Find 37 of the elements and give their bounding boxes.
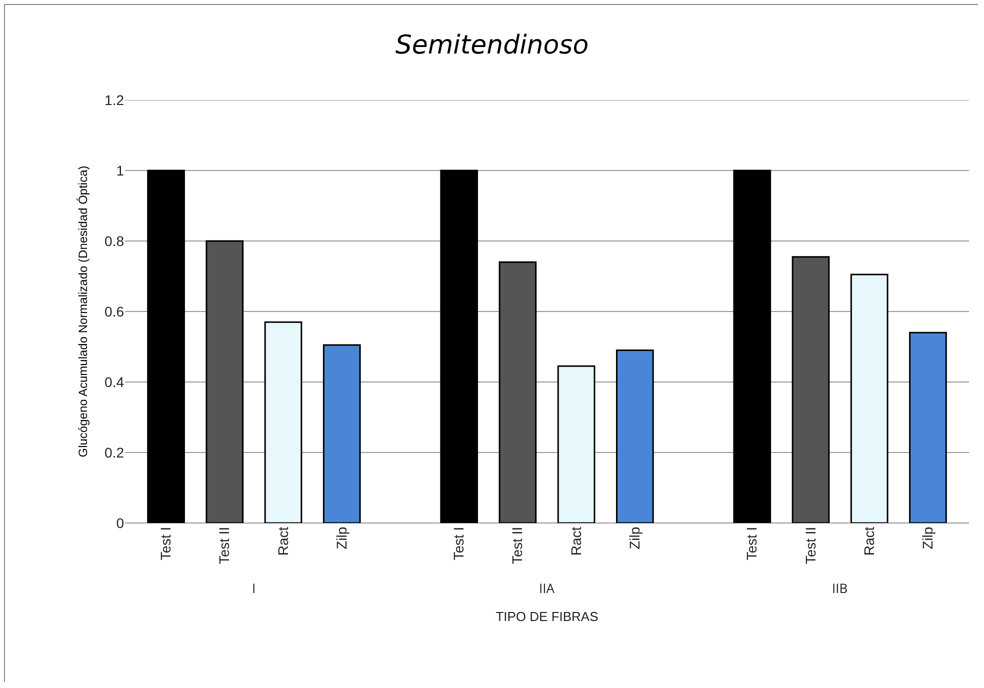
bar — [206, 240, 244, 523]
x-tick-label: Test I — [744, 526, 760, 560]
text: I — [252, 579, 256, 597]
text: IIB — [832, 579, 848, 597]
bar — [850, 274, 888, 523]
x-tick-label: Ract — [274, 526, 291, 556]
bar — [792, 256, 830, 523]
bar — [557, 365, 596, 523]
x-tick-label: Zilp — [333, 526, 350, 550]
chart-title: Semitendinoso — [395, 30, 589, 61]
bar — [322, 344, 361, 523]
x-tick-label: Ract — [860, 526, 877, 556]
bar — [498, 261, 537, 523]
y-tick-label: 0.4 — [104, 374, 124, 390]
x-tick-label: Test II — [802, 526, 818, 564]
bar — [733, 170, 772, 523]
x-tick-label: Test I — [158, 526, 174, 560]
x-axis-title: TIPO DE FIBRAS — [496, 608, 599, 624]
x-tick-label: Zilp — [626, 526, 642, 550]
y-tick-label: 0.8 — [104, 232, 124, 249]
y-axis-title: Glucógeno Acumulado Normalizado (Dnesidad Óptica) — [76, 166, 90, 458]
y-tick-label: 1 — [116, 162, 124, 178]
bar — [909, 332, 947, 523]
bar — [616, 350, 654, 523]
bar — [147, 170, 185, 523]
y-tick-label: 0 — [116, 514, 124, 531]
bar — [440, 170, 478, 523]
y-tick-label: 0.6 — [104, 303, 124, 320]
x-tick-label: Test II — [509, 526, 526, 564]
x-tick-label: Zilp — [920, 526, 936, 550]
x-tick-label: Ract — [568, 526, 584, 556]
x-tick-label: Test II — [216, 526, 232, 564]
bar — [264, 321, 302, 523]
y-tick-label: 1.2 — [104, 92, 124, 108]
text: IIA — [539, 579, 556, 597]
y-tick-label: 0.2 — [104, 444, 124, 460]
x-tick-label: Test I — [450, 526, 467, 560]
